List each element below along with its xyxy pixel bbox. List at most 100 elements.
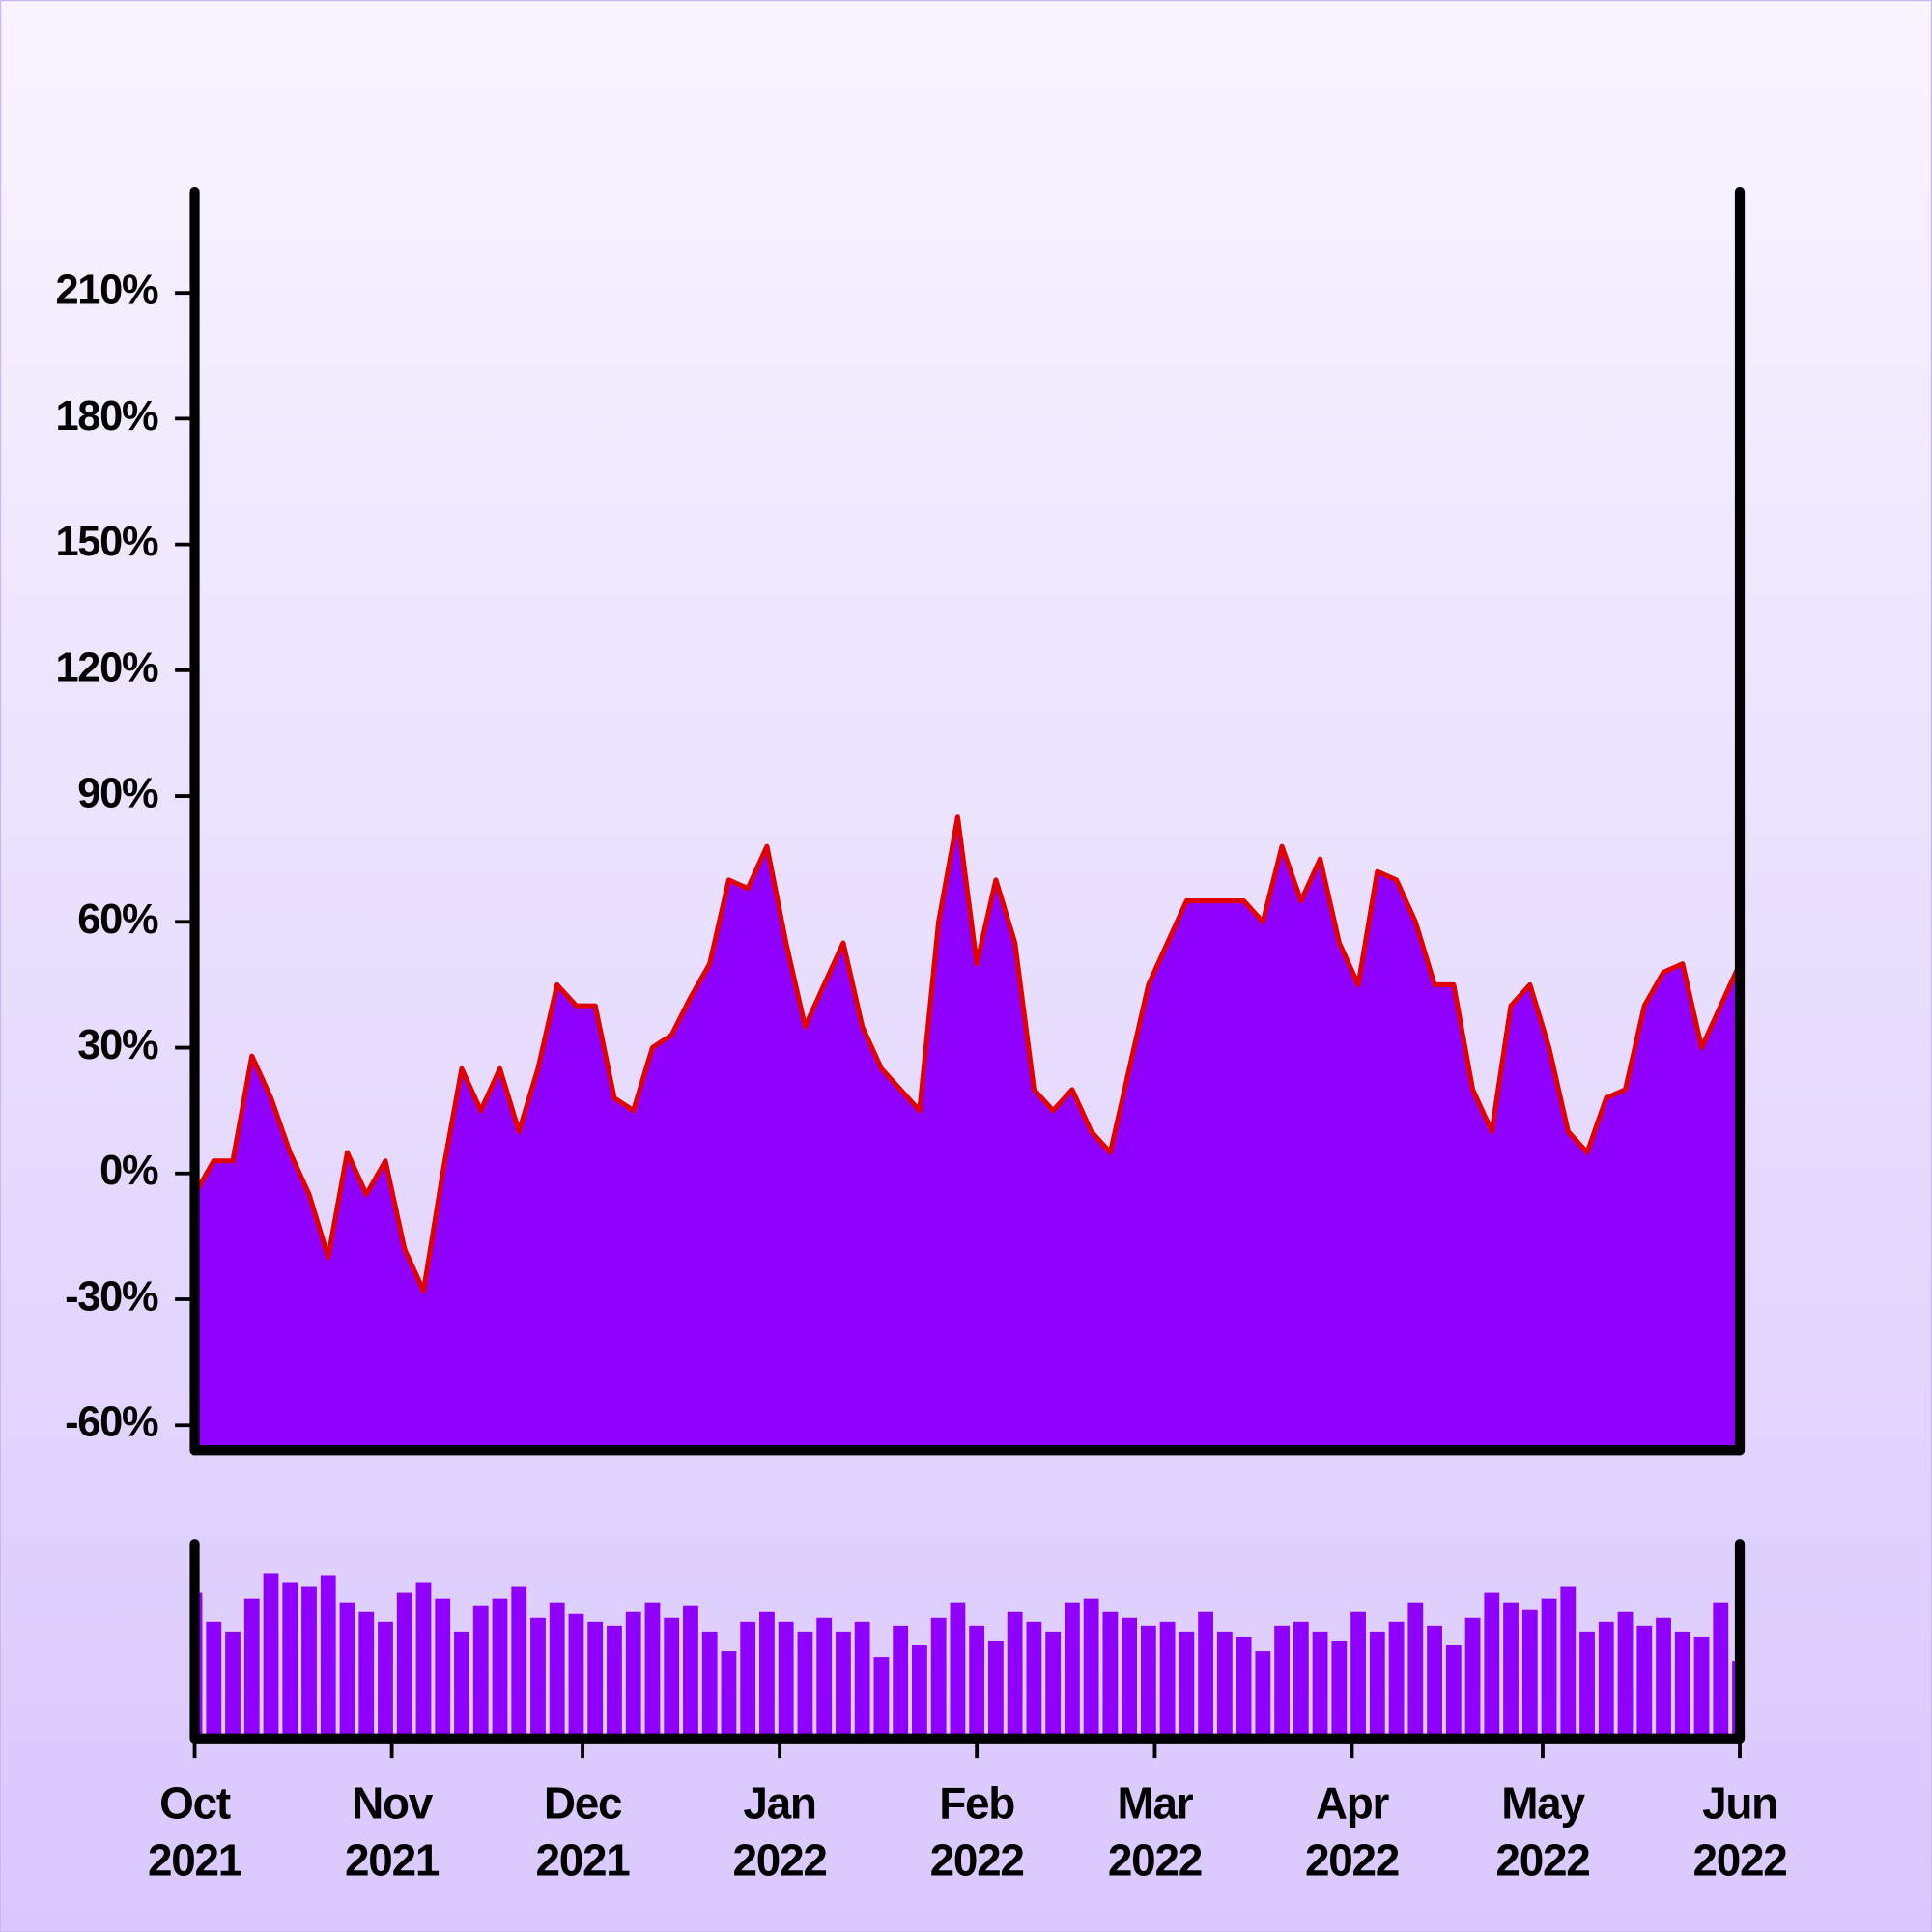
bar xyxy=(1560,1586,1577,1739)
bar xyxy=(1503,1602,1519,1739)
bar xyxy=(1598,1621,1614,1739)
bar xyxy=(243,1598,260,1739)
x-tick-label: Apr 2022 xyxy=(1304,1777,1400,1886)
bar xyxy=(1388,1621,1405,1739)
line xyxy=(192,814,1743,1293)
y-tick-label: 0% xyxy=(99,1148,158,1194)
bar xyxy=(339,1602,355,1739)
x-tick-label: Oct 2021 xyxy=(148,1777,242,1886)
bar xyxy=(816,1617,833,1739)
bar xyxy=(797,1631,813,1739)
bar xyxy=(1140,1625,1156,1739)
x-tick-label: Mar 2022 xyxy=(1107,1777,1203,1886)
bar xyxy=(854,1621,870,1739)
x-tick-label: May 2022 xyxy=(1495,1777,1590,1886)
bar xyxy=(492,1598,508,1739)
bar xyxy=(530,1617,546,1739)
bar xyxy=(1656,1617,1671,1739)
bar xyxy=(396,1592,412,1739)
y-tick-label: -60% xyxy=(65,1400,158,1446)
bar xyxy=(1484,1592,1500,1739)
bar xyxy=(1179,1631,1195,1739)
y-tick-label: -30% xyxy=(65,1273,158,1320)
bar xyxy=(1026,1621,1042,1739)
bar xyxy=(301,1586,317,1739)
bar xyxy=(607,1625,622,1739)
y-tick-label: 180% xyxy=(55,393,158,440)
bar xyxy=(1350,1611,1366,1739)
bar xyxy=(282,1582,298,1739)
x-tick-label: Dec 2021 xyxy=(535,1777,631,1886)
x-tick-label: Feb 2022 xyxy=(929,1777,1025,1886)
bar xyxy=(893,1625,909,1739)
bar xyxy=(320,1575,336,1739)
bar xyxy=(1445,1645,1462,1739)
y-tick-label: 120% xyxy=(55,644,158,691)
bar xyxy=(759,1611,775,1739)
bar xyxy=(1255,1651,1271,1739)
bar xyxy=(1007,1611,1023,1739)
bar xyxy=(1617,1611,1634,1739)
bar xyxy=(198,1592,203,1739)
bar xyxy=(1064,1602,1080,1739)
bar xyxy=(1045,1631,1062,1739)
bar xyxy=(1541,1598,1557,1739)
bar xyxy=(740,1621,756,1739)
bar xyxy=(664,1617,680,1739)
bar xyxy=(378,1621,393,1739)
bar xyxy=(1159,1621,1176,1739)
bar xyxy=(1713,1602,1729,1739)
y-tick-label: 150% xyxy=(55,519,158,565)
y-tick-label: 60% xyxy=(77,896,158,943)
bar xyxy=(1521,1609,1538,1739)
bar xyxy=(701,1631,718,1739)
bar xyxy=(358,1611,375,1739)
bar xyxy=(930,1617,947,1739)
bar xyxy=(454,1631,469,1739)
bar xyxy=(1407,1602,1424,1739)
bar xyxy=(721,1651,737,1739)
bar xyxy=(206,1621,222,1739)
bar xyxy=(1083,1598,1099,1739)
bar xyxy=(987,1640,1004,1739)
y-tick-label: 90% xyxy=(77,771,158,817)
bar xyxy=(1293,1621,1309,1739)
bar xyxy=(778,1621,794,1739)
bar xyxy=(549,1602,565,1739)
bar xyxy=(1198,1611,1214,1739)
area-fill xyxy=(194,816,1741,1451)
bar xyxy=(683,1605,698,1739)
bar xyxy=(625,1611,641,1739)
x-tick-label: Jan 2022 xyxy=(732,1777,828,1886)
bar xyxy=(1636,1625,1653,1739)
bar xyxy=(415,1582,432,1739)
bar xyxy=(225,1631,241,1739)
bar xyxy=(1464,1617,1481,1739)
bar xyxy=(1102,1611,1119,1739)
bar xyxy=(873,1657,890,1739)
bar xyxy=(263,1573,279,1739)
bar xyxy=(1274,1625,1290,1739)
bar xyxy=(1732,1661,1737,1739)
bar xyxy=(1693,1636,1710,1739)
bar xyxy=(1122,1617,1138,1739)
x-tick-label: Jun 2022 xyxy=(1692,1777,1787,1886)
bar xyxy=(1369,1631,1385,1739)
bar xyxy=(435,1598,451,1739)
bar xyxy=(836,1631,851,1739)
bar xyxy=(969,1625,985,1739)
bar xyxy=(1331,1640,1348,1739)
bar xyxy=(1216,1631,1233,1739)
bar xyxy=(912,1645,927,1739)
bar xyxy=(1674,1631,1690,1739)
bar xyxy=(1427,1625,1442,1739)
bar xyxy=(568,1613,584,1739)
bar xyxy=(950,1602,966,1739)
bar xyxy=(587,1621,604,1739)
y-tick-label: 30% xyxy=(77,1022,158,1068)
y-tick-label: 210% xyxy=(55,268,158,314)
bar xyxy=(511,1586,527,1739)
